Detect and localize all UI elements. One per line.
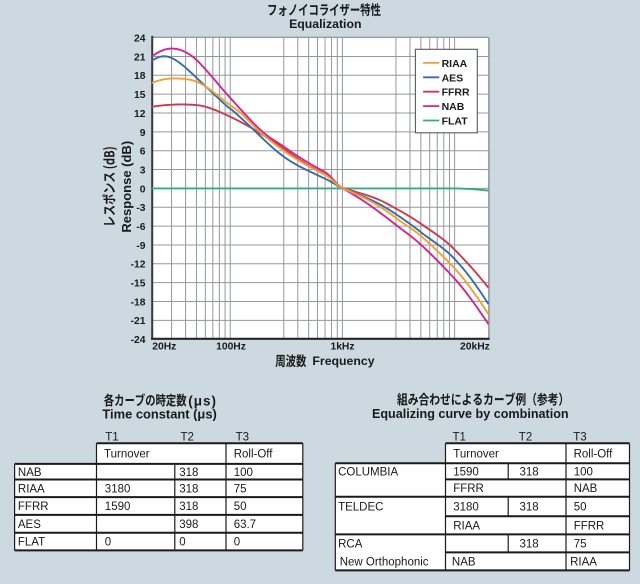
svg-text:(μs): (μs) [188,393,217,408]
svg-text:Roll-Off: Roll-Off [574,449,614,461]
svg-text:NAB: NAB [442,101,465,113]
svg-text:318: 318 [179,467,198,479]
svg-text:0: 0 [234,537,240,549]
svg-text:12: 12 [134,109,146,120]
svg-text:T3: T3 [236,431,249,443]
svg-text:Frequency: Frequency [312,354,374,368]
svg-text:FFRR: FFRR [442,87,470,99]
svg-text:15: 15 [134,90,146,101]
svg-text:9: 9 [140,128,146,139]
svg-text:-18: -18 [131,297,146,308]
svg-text:RIAA: RIAA [570,557,597,569]
svg-text:RIAA: RIAA [18,483,45,495]
svg-text:RCA: RCA [338,539,363,551]
svg-text:318: 318 [520,466,539,478]
svg-text:3180: 3180 [105,483,131,495]
svg-text:1590: 1590 [105,501,131,513]
svg-text:50: 50 [574,502,587,514]
svg-text:FFRR: FFRR [574,520,605,532]
svg-text:-9: -9 [136,241,145,252]
svg-text:100: 100 [574,466,593,478]
svg-text:Equalization: Equalization [289,17,361,31]
svg-text:50: 50 [234,501,247,513]
svg-text:100: 100 [234,467,253,479]
svg-text:21: 21 [134,52,146,63]
svg-text:398: 398 [179,519,198,531]
svg-text:NAB: NAB [452,557,476,569]
svg-text:Response (dB): Response (dB) [119,141,134,233]
svg-text:24: 24 [134,34,146,45]
svg-text:RIAA: RIAA [442,58,468,70]
svg-text:COLUMBIA: COLUMBIA [338,466,398,478]
svg-text:6: 6 [140,147,146,158]
svg-text:-6: -6 [136,222,145,233]
svg-text:0: 0 [179,537,185,549]
svg-text:20kHz: 20kHz [460,342,490,353]
svg-text:NAB: NAB [574,483,598,495]
svg-text:FFRR: FFRR [453,483,484,495]
svg-text:63.7: 63.7 [234,519,256,531]
svg-text:318: 318 [520,502,539,514]
svg-text:0: 0 [105,537,111,549]
svg-text:T3: T3 [573,431,586,443]
svg-text:FFRR: FFRR [18,501,49,513]
svg-text:TELDEC: TELDEC [338,502,383,514]
svg-text:20Hz: 20Hz [152,342,176,353]
svg-text:100Hz: 100Hz [216,342,246,353]
svg-text:-21: -21 [131,316,146,327]
svg-text:FLAT: FLAT [18,537,45,549]
svg-text:New Orthophonic: New Orthophonic [340,557,429,569]
svg-text:318: 318 [179,501,198,513]
svg-text:AES: AES [18,519,41,531]
svg-text:1590: 1590 [453,466,479,478]
svg-text:T1: T1 [105,431,118,443]
svg-text:3: 3 [140,166,146,177]
svg-text:18: 18 [134,71,146,82]
svg-text:-12: -12 [131,260,146,271]
svg-text:RIAA: RIAA [453,520,480,532]
svg-text:Turnover: Turnover [104,449,150,461]
svg-text:3180: 3180 [453,502,479,514]
svg-text:NAB: NAB [18,467,42,479]
svg-text:Turnover: Turnover [453,449,499,461]
svg-text:T2: T2 [181,431,194,443]
svg-text:318: 318 [179,483,198,495]
svg-text:-3: -3 [136,203,145,214]
svg-text:318: 318 [520,539,539,551]
svg-text:-24: -24 [131,335,146,346]
svg-text:-15: -15 [131,279,146,290]
svg-text:75: 75 [574,539,587,551]
svg-text:Equalizing curve by combinatio: Equalizing curve by combination [372,407,569,421]
svg-text:T1: T1 [453,431,466,443]
svg-text:Time constant (μs): Time constant (μs) [102,406,216,421]
svg-text:T2: T2 [519,431,532,443]
svg-text:AES: AES [442,72,464,84]
svg-text:FLAT: FLAT [442,116,469,128]
svg-text:0: 0 [140,184,146,195]
svg-text:1kHz: 1kHz [330,342,354,353]
svg-text:Roll-Off: Roll-Off [234,449,274,461]
svg-text:75: 75 [234,483,247,495]
